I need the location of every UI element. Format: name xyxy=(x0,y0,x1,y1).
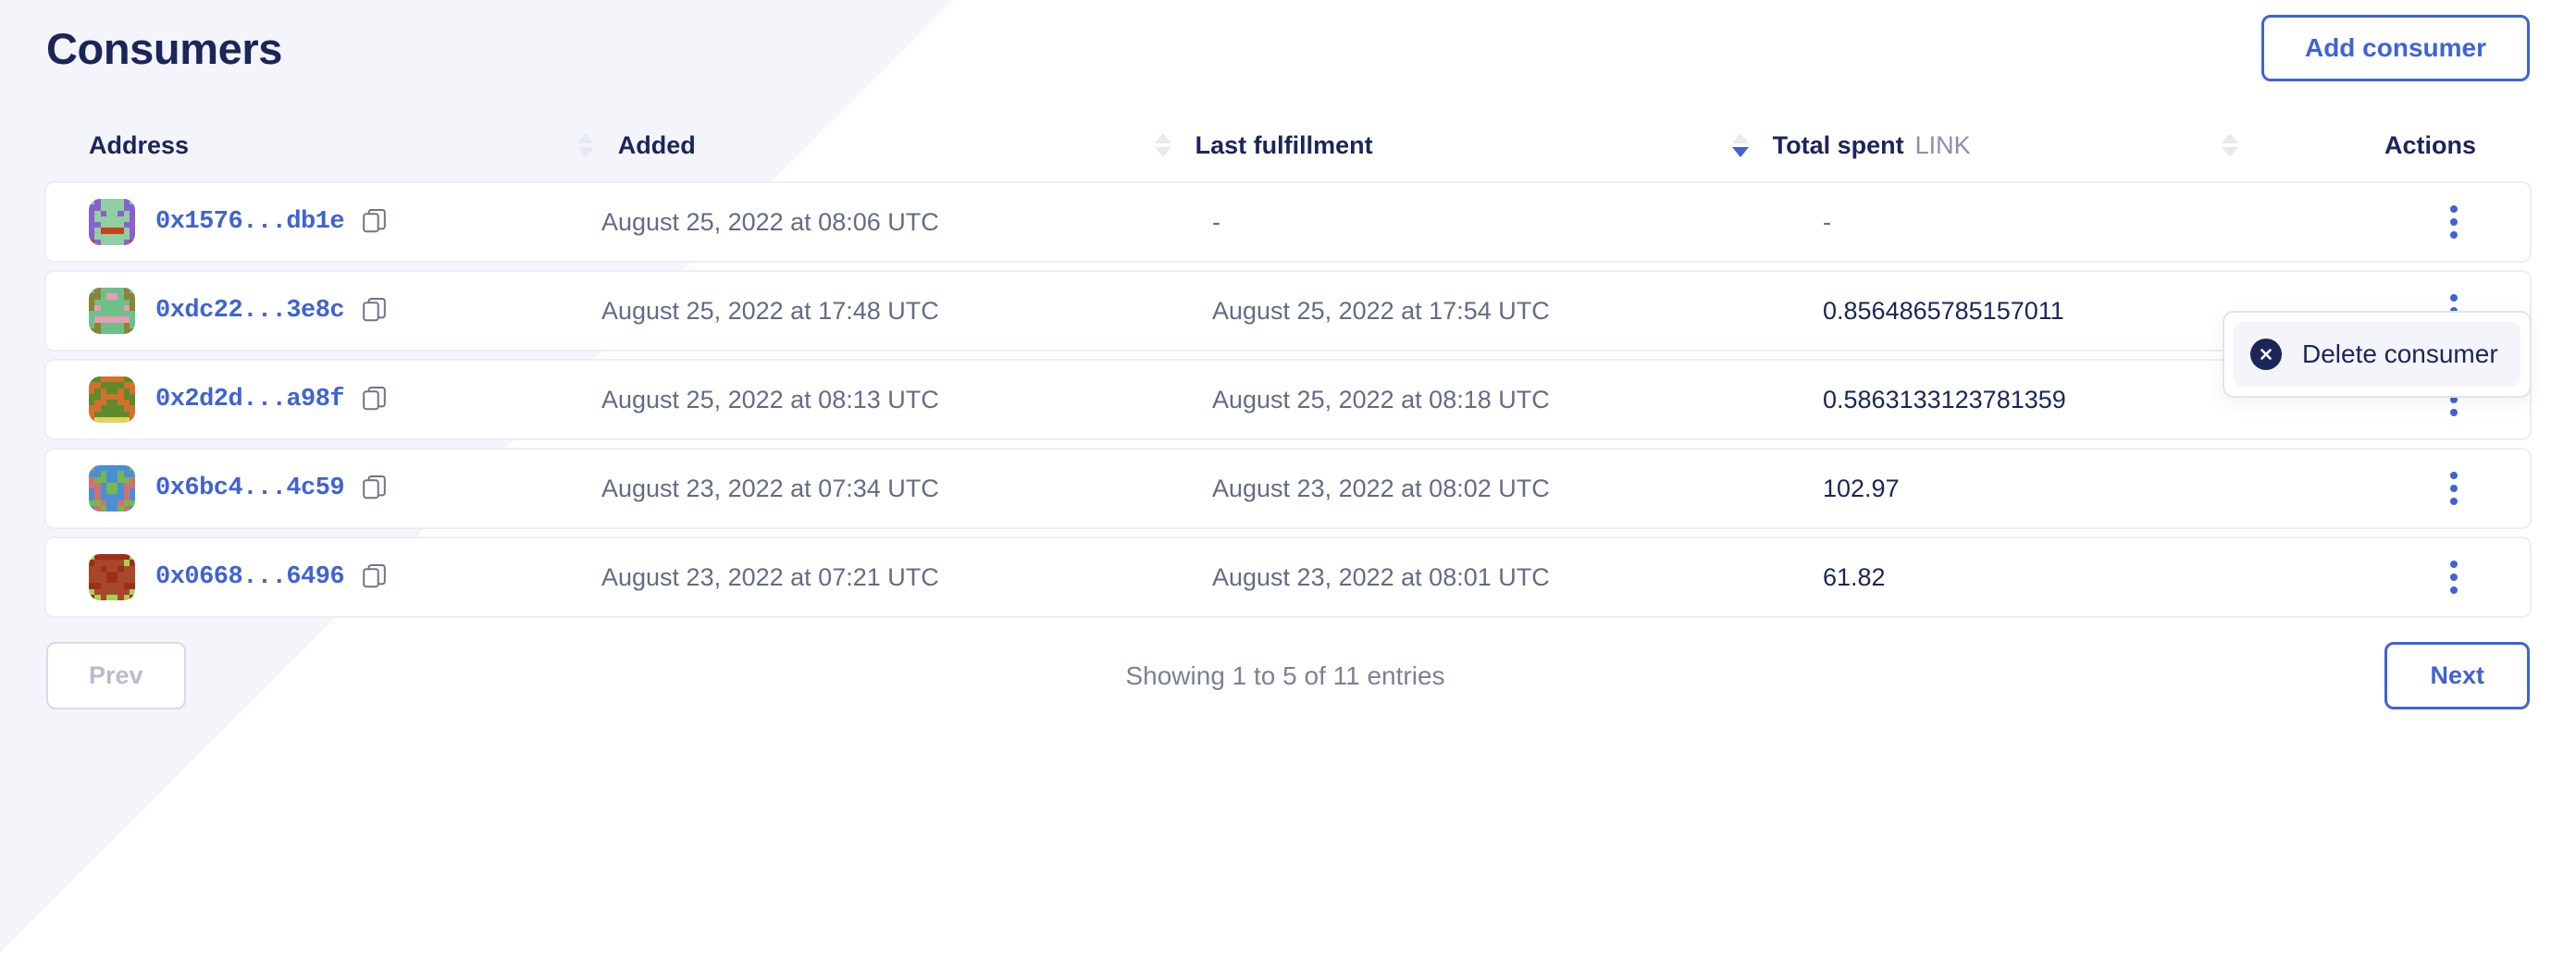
cell-added: August 25, 2022 at 17:48 UTC xyxy=(601,297,1212,326)
identicon-avatar xyxy=(89,465,135,512)
last-fulfillment-value: August 25, 2022 at 17:54 UTC xyxy=(1212,296,1550,325)
last-fulfillment-value: August 23, 2022 at 08:02 UTC xyxy=(1212,474,1550,502)
column-header-added-label: Added xyxy=(617,130,696,159)
copy-address-icon[interactable] xyxy=(363,564,387,590)
x-circle-icon xyxy=(2250,339,2282,370)
column-header-actions: Actions xyxy=(2218,131,2530,160)
consumer-address-link[interactable]: 0x6bc4...4c59 xyxy=(155,475,345,502)
cell-total-spent: 61.82 xyxy=(1823,563,2341,592)
cell-last-fulfillment: August 25, 2022 at 08:18 UTC xyxy=(1212,386,1823,414)
sort-toggle-total-spent[interactable] xyxy=(1728,133,1752,157)
cell-last-fulfillment: August 23, 2022 at 08:02 UTC xyxy=(1212,475,1823,503)
sort-ascending-arrow-icon xyxy=(1731,133,1749,143)
sort-ascending-arrow-icon xyxy=(1154,133,1171,143)
consumer-address-link[interactable]: 0x2d2d...a98f xyxy=(155,386,345,413)
cell-actions xyxy=(2341,200,2530,244)
cell-total-spent: - xyxy=(1823,208,2341,237)
column-header-last-fulfillment-label: Last fulfillment xyxy=(1195,130,1373,159)
cell-address: 0x2d2d...a98f xyxy=(46,376,601,423)
delete-consumer-label: Delete consumer xyxy=(2302,339,2498,368)
page-header: Consumers Add consumer xyxy=(44,0,2532,96)
delete-consumer-menu-item[interactable]: Delete consumer xyxy=(2234,322,2520,387)
column-header-total-spent[interactable]: Total spent LINK xyxy=(1728,131,2218,160)
total-spent-value: - xyxy=(1823,207,1831,236)
identicon-avatar xyxy=(89,376,135,423)
table-header-row: Address Added Last fulfillment xyxy=(44,109,2532,181)
cell-total-spent: 0.5863133123781359 xyxy=(1823,386,2341,414)
copy-address-icon[interactable] xyxy=(363,387,387,413)
last-fulfillment-value: August 25, 2022 at 08:18 UTC xyxy=(1212,385,1550,413)
cell-last-fulfillment: August 23, 2022 at 08:01 UTC xyxy=(1212,563,1823,592)
table-body: 0x1576...db1e August 25, 2022 at 08:06 UT… xyxy=(44,181,2532,618)
consumers-table: Address Added Last fulfillment xyxy=(44,109,2532,618)
column-header-total-spent-label: Total spent xyxy=(1772,130,1904,159)
cell-added: August 25, 2022 at 08:06 UTC xyxy=(601,208,1212,237)
next-page-button[interactable]: Next xyxy=(2384,642,2530,709)
pagination-info: Showing 1 to 5 of 11 entries xyxy=(1125,660,1445,690)
prev-page-button[interactable]: Prev xyxy=(46,642,186,709)
sort-ascending-arrow-icon xyxy=(576,133,594,143)
total-spent-value: 61.82 xyxy=(1823,562,1886,591)
added-value: August 25, 2022 at 08:06 UTC xyxy=(601,207,939,236)
cell-added: August 25, 2022 at 08:13 UTC xyxy=(601,386,1212,414)
column-header-total-spent-unit: LINK xyxy=(1914,130,1971,159)
cell-address: 0x1576...db1e xyxy=(46,199,601,245)
total-spent-value: 102.97 xyxy=(1823,474,1900,502)
total-spent-value: 0.5863133123781359 xyxy=(1823,385,2066,413)
pagination: Prev Showing 1 to 5 of 11 entries Next xyxy=(44,642,2532,709)
copy-address-icon[interactable] xyxy=(363,475,387,501)
identicon-avatar xyxy=(89,288,135,334)
row-actions-menu-icon[interactable] xyxy=(2432,200,2476,244)
added-value: August 23, 2022 at 07:34 UTC xyxy=(601,474,939,502)
page-title: Consumers xyxy=(46,23,282,73)
consumer-address-link[interactable]: 0x1576...db1e xyxy=(155,208,345,236)
total-spent-value: 0.8564865785157011 xyxy=(1823,296,2064,325)
cell-added: August 23, 2022 at 07:34 UTC xyxy=(601,475,1212,503)
sort-toggle-last-fulfillment[interactable] xyxy=(1151,133,1175,157)
cell-total-spent: 102.97 xyxy=(1823,475,2341,503)
sort-descending-arrow-icon xyxy=(1731,147,1749,157)
last-fulfillment-value: - xyxy=(1212,207,1220,236)
cell-added: August 23, 2022 at 07:21 UTC xyxy=(601,563,1212,592)
added-value: August 25, 2022 at 08:13 UTC xyxy=(601,385,939,413)
added-value: August 25, 2022 at 17:48 UTC xyxy=(601,296,939,325)
copy-address-icon[interactable] xyxy=(363,298,387,324)
sort-toggle-added[interactable] xyxy=(574,133,598,157)
consumer-address-link[interactable]: 0x0668...6496 xyxy=(155,563,345,591)
column-header-actions-label: Actions xyxy=(2384,130,2476,159)
copy-address-icon[interactable] xyxy=(363,209,387,235)
table-row: 0x0668...6496 August 23, 2022 at 07:21 UT… xyxy=(44,536,2532,618)
sort-descending-arrow-icon xyxy=(576,147,594,157)
identicon-avatar xyxy=(89,199,135,245)
sort-descending-arrow-icon xyxy=(1154,147,1171,157)
sort-ascending-arrow-icon xyxy=(2221,133,2238,143)
consumer-address-link[interactable]: 0xdc22...3e8c xyxy=(155,297,345,325)
cell-address: 0xdc22...3e8c xyxy=(46,288,601,334)
cell-address: 0x6bc4...4c59 xyxy=(46,465,601,512)
row-actions-menu-icon[interactable] xyxy=(2432,466,2476,511)
cell-address: 0x0668...6496 xyxy=(46,554,601,600)
table-row: 0x2d2d...a98f August 25, 2022 at 08:13 UT… xyxy=(44,359,2532,440)
sort-descending-arrow-icon xyxy=(2221,147,2238,157)
sort-toggle-actions[interactable] xyxy=(2218,133,2242,157)
cell-actions xyxy=(2341,466,2530,511)
table-row: 0x6bc4...4c59 August 23, 2022 at 07:34 UT… xyxy=(44,448,2532,529)
column-header-address: Address xyxy=(46,131,574,160)
cell-total-spent: 0.8564865785157011 xyxy=(1823,297,2341,326)
row-actions-dropdown: Delete consumer xyxy=(2223,311,2532,398)
column-header-address-label: Address xyxy=(89,130,190,159)
last-fulfillment-value: August 23, 2022 at 08:01 UTC xyxy=(1212,562,1550,591)
column-header-last-fulfillment[interactable]: Last fulfillment xyxy=(1151,131,1728,160)
table-row: 0x1576...db1e August 25, 2022 at 08:06 UT… xyxy=(44,181,2532,263)
cell-last-fulfillment: August 25, 2022 at 17:54 UTC xyxy=(1212,297,1823,326)
add-consumer-button[interactable]: Add consumer xyxy=(2260,15,2530,81)
added-value: August 23, 2022 at 07:21 UTC xyxy=(601,562,939,591)
cell-actions xyxy=(2341,555,2530,599)
cell-last-fulfillment: - xyxy=(1212,208,1823,237)
identicon-avatar xyxy=(89,554,135,600)
column-header-added[interactable]: Added xyxy=(574,131,1151,160)
row-actions-menu-icon[interactable] xyxy=(2432,555,2476,599)
table-row: 0xdc22...3e8c August 25, 2022 at 17:48 UT… xyxy=(44,270,2532,352)
